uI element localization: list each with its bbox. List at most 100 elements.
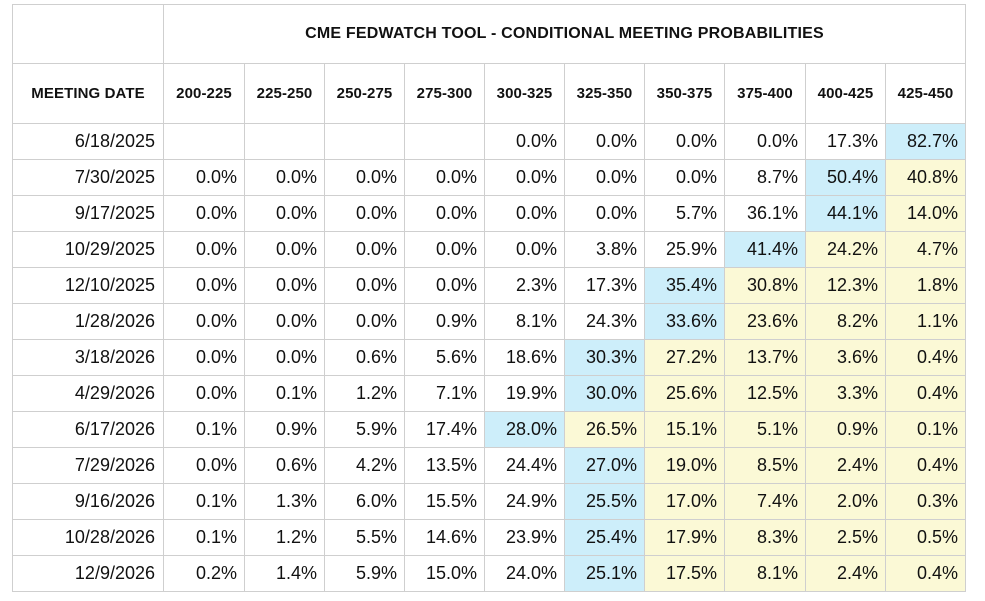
probability-cell: 25.5% [564, 483, 645, 520]
probability-cell: 15.1% [644, 411, 725, 448]
probabilities-table: CME FEDWATCH TOOL - CONDITIONAL MEETING … [12, 4, 966, 592]
probability-cell: 0.1% [163, 411, 245, 448]
probability-cell [324, 123, 405, 160]
probability-cell [404, 123, 485, 160]
probability-cell: 3.8% [564, 231, 645, 268]
probability-cell: 36.1% [724, 195, 806, 232]
meeting-date-cell: 6/17/2026 [12, 411, 164, 448]
table-row: 6/17/2026 0.1% 0.9% 5.9% 17.4% 28.0% 26.5% 15.1… [12, 411, 966, 448]
probability-cell: 25.1% [564, 555, 645, 592]
probability-cell: 0.0% [163, 447, 245, 484]
probability-cell: 0.0% [484, 159, 565, 196]
meeting-date-header: MEETING DATE [12, 63, 164, 124]
probability-cell: 17.9% [644, 519, 725, 556]
table-row: 10/28/2026 0.1% 1.2% 5.5% 14.6% 23.9% 25.4% 17.… [12, 519, 966, 556]
probability-cell: 0.0% [324, 267, 405, 304]
probability-cell: 0.0% [163, 339, 245, 376]
probability-cell: 30.8% [724, 267, 806, 304]
probability-cell: 8.2% [805, 303, 886, 340]
probability-cell: 1.1% [885, 303, 966, 340]
probability-cell: 24.0% [484, 555, 565, 592]
meeting-date-cell: 9/16/2026 [12, 483, 164, 520]
probability-cell: 0.0% [244, 267, 325, 304]
table-row: 12/10/2025 0.0% 0.0% 0.0% 0.0% 2.3% 17.3% 35.4%… [12, 267, 966, 304]
table-row: 7/29/2026 0.0% 0.6% 4.2% 13.5% 24.4% 27.0% 19.0… [12, 447, 966, 484]
probability-cell: 0.1% [163, 483, 245, 520]
probability-cell: 0.0% [163, 231, 245, 268]
probability-cell: 0.3% [885, 483, 966, 520]
probability-cell: 0.0% [644, 123, 725, 160]
meeting-date-cell: 7/30/2025 [12, 159, 164, 196]
probability-cell: 3.6% [805, 339, 886, 376]
probability-cell: 0.0% [244, 339, 325, 376]
probability-cell: 27.0% [564, 447, 645, 484]
table-row: 1/28/2026 0.0% 0.0% 0.0% 0.9% 8.1% 24.3% 33.6% 2… [12, 303, 966, 340]
probability-cell: 8.3% [724, 519, 806, 556]
corner-cell [12, 4, 164, 64]
probability-cell: 2.0% [805, 483, 886, 520]
meeting-date-cell: 10/28/2026 [12, 519, 164, 556]
table-row: 9/16/2026 0.1% 1.3% 6.0% 15.5% 24.9% 25.5% 17.0… [12, 483, 966, 520]
probability-cell: 25.6% [644, 375, 725, 412]
probability-cell: 0.4% [885, 555, 966, 592]
probability-cell: 25.4% [564, 519, 645, 556]
probability-cell: 30.3% [564, 339, 645, 376]
probability-cell: 2.3% [484, 267, 565, 304]
probability-cell: 24.9% [484, 483, 565, 520]
probability-cell: 0.4% [885, 375, 966, 412]
probability-cell: 0.0% [404, 195, 485, 232]
rate-range-header: 200-225 [163, 63, 245, 124]
probability-cell: 0.1% [163, 519, 245, 556]
probability-cell: 40.8% [885, 159, 966, 196]
probability-cell: 27.2% [644, 339, 725, 376]
probability-cell: 1.2% [324, 375, 405, 412]
header-row: MEETING DATE 200-225 225-250 250-275 275-30… [12, 63, 966, 124]
rate-range-header: 325-350 [564, 63, 645, 124]
probability-cell: 7.1% [404, 375, 485, 412]
probability-cell: 0.0% [484, 195, 565, 232]
probability-cell: 17.3% [564, 267, 645, 304]
probability-cell: 0.0% [163, 267, 245, 304]
probability-cell: 5.7% [644, 195, 725, 232]
probability-cell: 13.7% [724, 339, 806, 376]
rate-range-header: 300-325 [484, 63, 565, 124]
meeting-date-cell: 12/9/2026 [12, 555, 164, 592]
probability-cell: 5.6% [404, 339, 485, 376]
meeting-date-cell: 10/29/2025 [12, 231, 164, 268]
probability-cell: 26.5% [564, 411, 645, 448]
probability-cell: 17.0% [644, 483, 725, 520]
meeting-date-cell: 4/29/2026 [12, 375, 164, 412]
probability-cell: 0.0% [484, 123, 565, 160]
probability-cell: 0.0% [404, 159, 485, 196]
probability-cell: 5.5% [324, 519, 405, 556]
probability-cell: 2.5% [805, 519, 886, 556]
probability-cell: 0.0% [324, 195, 405, 232]
table-row: 4/29/2026 0.0% 0.1% 1.2% 7.1% 19.9% 30.0% 25.6%… [12, 375, 966, 412]
probability-cell: 3.3% [805, 375, 886, 412]
meeting-date-cell: 6/18/2025 [12, 123, 164, 160]
probability-cell: 0.0% [244, 159, 325, 196]
probability-cell: 2.4% [805, 447, 886, 484]
probability-cell: 17.5% [644, 555, 725, 592]
probability-cell: 14.6% [404, 519, 485, 556]
probability-cell: 0.0% [564, 159, 645, 196]
probability-cell: 18.6% [484, 339, 565, 376]
probability-cell: 5.9% [324, 555, 405, 592]
probability-cell: 0.0% [324, 303, 405, 340]
table-row: 6/18/2025 0.0% 0.0% 0.0% 0.0% 17.3% 82.7% [12, 123, 966, 160]
rate-range-header: 400-425 [805, 63, 886, 124]
probability-cell: 23.9% [484, 519, 565, 556]
probability-cell: 30.0% [564, 375, 645, 412]
probability-cell: 24.2% [805, 231, 886, 268]
probability-cell: 0.0% [644, 159, 725, 196]
probability-cell: 19.0% [644, 447, 725, 484]
probability-cell: 0.2% [163, 555, 245, 592]
probability-cell: 0.0% [244, 195, 325, 232]
meeting-date-cell: 12/10/2025 [12, 267, 164, 304]
probability-cell: 12.3% [805, 267, 886, 304]
rate-range-header: 425-450 [885, 63, 966, 124]
table-row: 9/17/2025 0.0% 0.0% 0.0% 0.0% 0.0% 0.0% 5.7% 36.… [12, 195, 966, 232]
probability-cell: 0.0% [564, 123, 645, 160]
probability-cell: 4.7% [885, 231, 966, 268]
